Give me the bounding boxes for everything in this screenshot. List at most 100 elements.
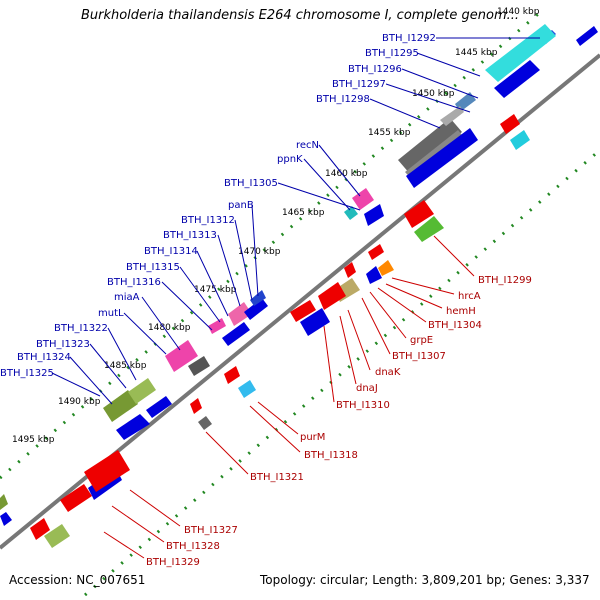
gene-label[interactable]: purM bbox=[300, 432, 325, 443]
topology-text: Topology: circular; Length: 3,809,201 bp… bbox=[260, 573, 590, 587]
gene-label[interactable]: ppnK bbox=[277, 154, 303, 165]
kbp-label: 1465 kbp bbox=[282, 208, 325, 218]
gene-bth-i1299[interactable] bbox=[404, 200, 434, 228]
gene-block-1292[interactable] bbox=[576, 26, 598, 46]
gene-dnaj[interactable] bbox=[300, 308, 330, 336]
kbp-label: 1440 kbp bbox=[497, 7, 540, 17]
gene-label[interactable]: recN bbox=[296, 140, 319, 151]
gene-label[interactable]: BTH_I1313 bbox=[163, 230, 217, 241]
gene-label[interactable]: BTH_I1299 bbox=[478, 275, 532, 286]
gene-recn[interactable] bbox=[352, 188, 374, 210]
gene-1302[interactable] bbox=[440, 106, 464, 126]
kbp-label: 1455 kbp bbox=[368, 128, 411, 138]
gene-bth-i1324[interactable] bbox=[116, 414, 150, 440]
gene-label[interactable]: BTH_I1297 bbox=[332, 79, 386, 90]
gene-bth-i1314[interactable] bbox=[222, 322, 250, 346]
gene-label[interactable]: dnaK bbox=[375, 367, 401, 378]
kbp-label: 1480 kbp bbox=[148, 323, 191, 333]
gene-bth-i1323[interactable] bbox=[128, 378, 156, 404]
gene-label[interactable]: miaA bbox=[114, 292, 140, 303]
gene-1300[interactable] bbox=[398, 118, 462, 174]
gene-label[interactable]: BTH_I1315 bbox=[126, 262, 180, 273]
gene-label[interactable]: BTH_I1328 bbox=[166, 541, 220, 552]
red-leader-lines bbox=[103, 235, 475, 559]
gene-label[interactable]: panB bbox=[228, 200, 254, 211]
gene-bth-i1315[interactable] bbox=[244, 298, 268, 320]
gene-bth-i1328[interactable] bbox=[60, 484, 92, 512]
gene-hrca[interactable] bbox=[368, 244, 384, 260]
gene-bth-i1322[interactable] bbox=[103, 390, 138, 422]
gene-bth-i1312[interactable] bbox=[228, 302, 252, 326]
gene-label[interactable]: dnaJ bbox=[356, 383, 378, 394]
kbp-label: 1495 kbp bbox=[12, 435, 55, 445]
gene-label[interactable]: BTH_I1307 bbox=[392, 351, 446, 362]
gene-label[interactable]: BTH_I1325 bbox=[0, 368, 54, 379]
gene-bth-i1316[interactable] bbox=[250, 290, 266, 306]
gene-bth-i1296[interactable] bbox=[494, 60, 540, 98]
gene-1321b[interactable] bbox=[198, 416, 212, 430]
gene-1299d[interactable] bbox=[510, 130, 530, 150]
gene-1303[interactable] bbox=[406, 128, 478, 188]
gene-label[interactable]: BTH_I1329 bbox=[146, 557, 200, 568]
red-labels: BTH_I1299 hrcA hemH BTH_I1304 grpE BTH_I… bbox=[146, 275, 532, 568]
gene-bth-i1329[interactable] bbox=[30, 518, 50, 540]
map-title: Burkholderia thailandensis E264 chromoso… bbox=[80, 8, 520, 23]
forward-strand-genes bbox=[0, 24, 598, 526]
gene-label[interactable]: BTH_I1327 bbox=[184, 525, 238, 536]
gene-label[interactable]: hrcA bbox=[458, 291, 481, 302]
accession-text: Accession: NC_007651 bbox=[9, 573, 146, 587]
gene-1329b[interactable] bbox=[44, 524, 70, 548]
gene-label[interactable]: grpE bbox=[410, 335, 433, 346]
gene-1326[interactable] bbox=[0, 512, 12, 526]
gene-label[interactable]: BTH_I1298 bbox=[316, 94, 370, 105]
gene-grpe[interactable] bbox=[344, 262, 356, 278]
gene-label[interactable]: BTH_I1316 bbox=[107, 277, 161, 288]
gene-bth-i1325[interactable] bbox=[146, 396, 172, 418]
gene-mutl[interactable] bbox=[188, 356, 210, 376]
gene-label[interactable]: hemH bbox=[446, 306, 476, 317]
gene-purm[interactable] bbox=[238, 380, 256, 398]
gene-label[interactable]: BTH_I1318 bbox=[304, 450, 358, 461]
kbp-label: 1445 kbp bbox=[455, 48, 498, 58]
gene-label[interactable]: BTH_I1314 bbox=[144, 246, 198, 257]
gene-label[interactable]: BTH_I1296 bbox=[348, 64, 402, 75]
gene-label[interactable]: mutL bbox=[98, 308, 124, 319]
gene-label[interactable]: BTH_I1305 bbox=[224, 178, 278, 189]
kbp-label: 1460 kbp bbox=[325, 169, 368, 179]
kbp-label: 1485 kbp bbox=[104, 361, 147, 371]
gene-ppnk[interactable] bbox=[344, 206, 358, 220]
gene-label[interactable]: BTH_I1310 bbox=[336, 400, 390, 411]
gene-label[interactable]: BTH_I1312 bbox=[181, 215, 235, 226]
kbp-label: 1490 kbp bbox=[58, 397, 101, 407]
gene-label[interactable]: BTH_I1324 bbox=[17, 352, 71, 363]
gene-label[interactable]: BTH_I1292 bbox=[382, 33, 436, 44]
kbp-label: 1450 kbp bbox=[412, 89, 455, 99]
gene-bth-i1305[interactable] bbox=[364, 204, 384, 226]
gene-1299c[interactable] bbox=[500, 114, 520, 134]
gene-label[interactable]: BTH_I1304 bbox=[428, 320, 482, 331]
gene-dnak[interactable] bbox=[318, 282, 346, 310]
inner-scale-track bbox=[84, 148, 600, 597]
gene-label[interactable]: BTH_I1295 bbox=[365, 48, 419, 59]
gene-bth-i1321[interactable] bbox=[190, 398, 202, 414]
gene-label[interactable]: BTH_I1321 bbox=[250, 472, 304, 483]
blue-leader-lines bbox=[51, 37, 540, 405]
gene-bth-i1327[interactable] bbox=[84, 450, 130, 492]
kbp-labels: 1440 kbp 1445 kbp 1450 kbp 1455 kbp 1460… bbox=[12, 7, 540, 445]
blue-labels: BTH_I1292 BTH_I1295 BTH_I1296 BTH_I1297 … bbox=[0, 33, 436, 379]
reverse-strand-genes bbox=[30, 114, 530, 548]
gene-bth-i1313[interactable] bbox=[208, 318, 226, 334]
gene-miaa[interactable] bbox=[165, 340, 198, 372]
gene-hemh[interactable] bbox=[378, 260, 394, 276]
gene-label[interactable]: BTH_I1323 bbox=[36, 339, 90, 350]
outer-scale-track bbox=[0, 6, 546, 480]
gene-bth-i1318[interactable] bbox=[224, 366, 240, 384]
gene-1299b[interactable] bbox=[414, 216, 444, 242]
gene-label[interactable]: BTH_I1322 bbox=[54, 323, 108, 334]
gene-bth-i1304[interactable] bbox=[366, 266, 382, 284]
gene-bth-i1310[interactable] bbox=[290, 300, 316, 322]
gene-1325-end[interactable] bbox=[0, 494, 8, 510]
kbp-label: 1470 kbp bbox=[238, 247, 281, 257]
